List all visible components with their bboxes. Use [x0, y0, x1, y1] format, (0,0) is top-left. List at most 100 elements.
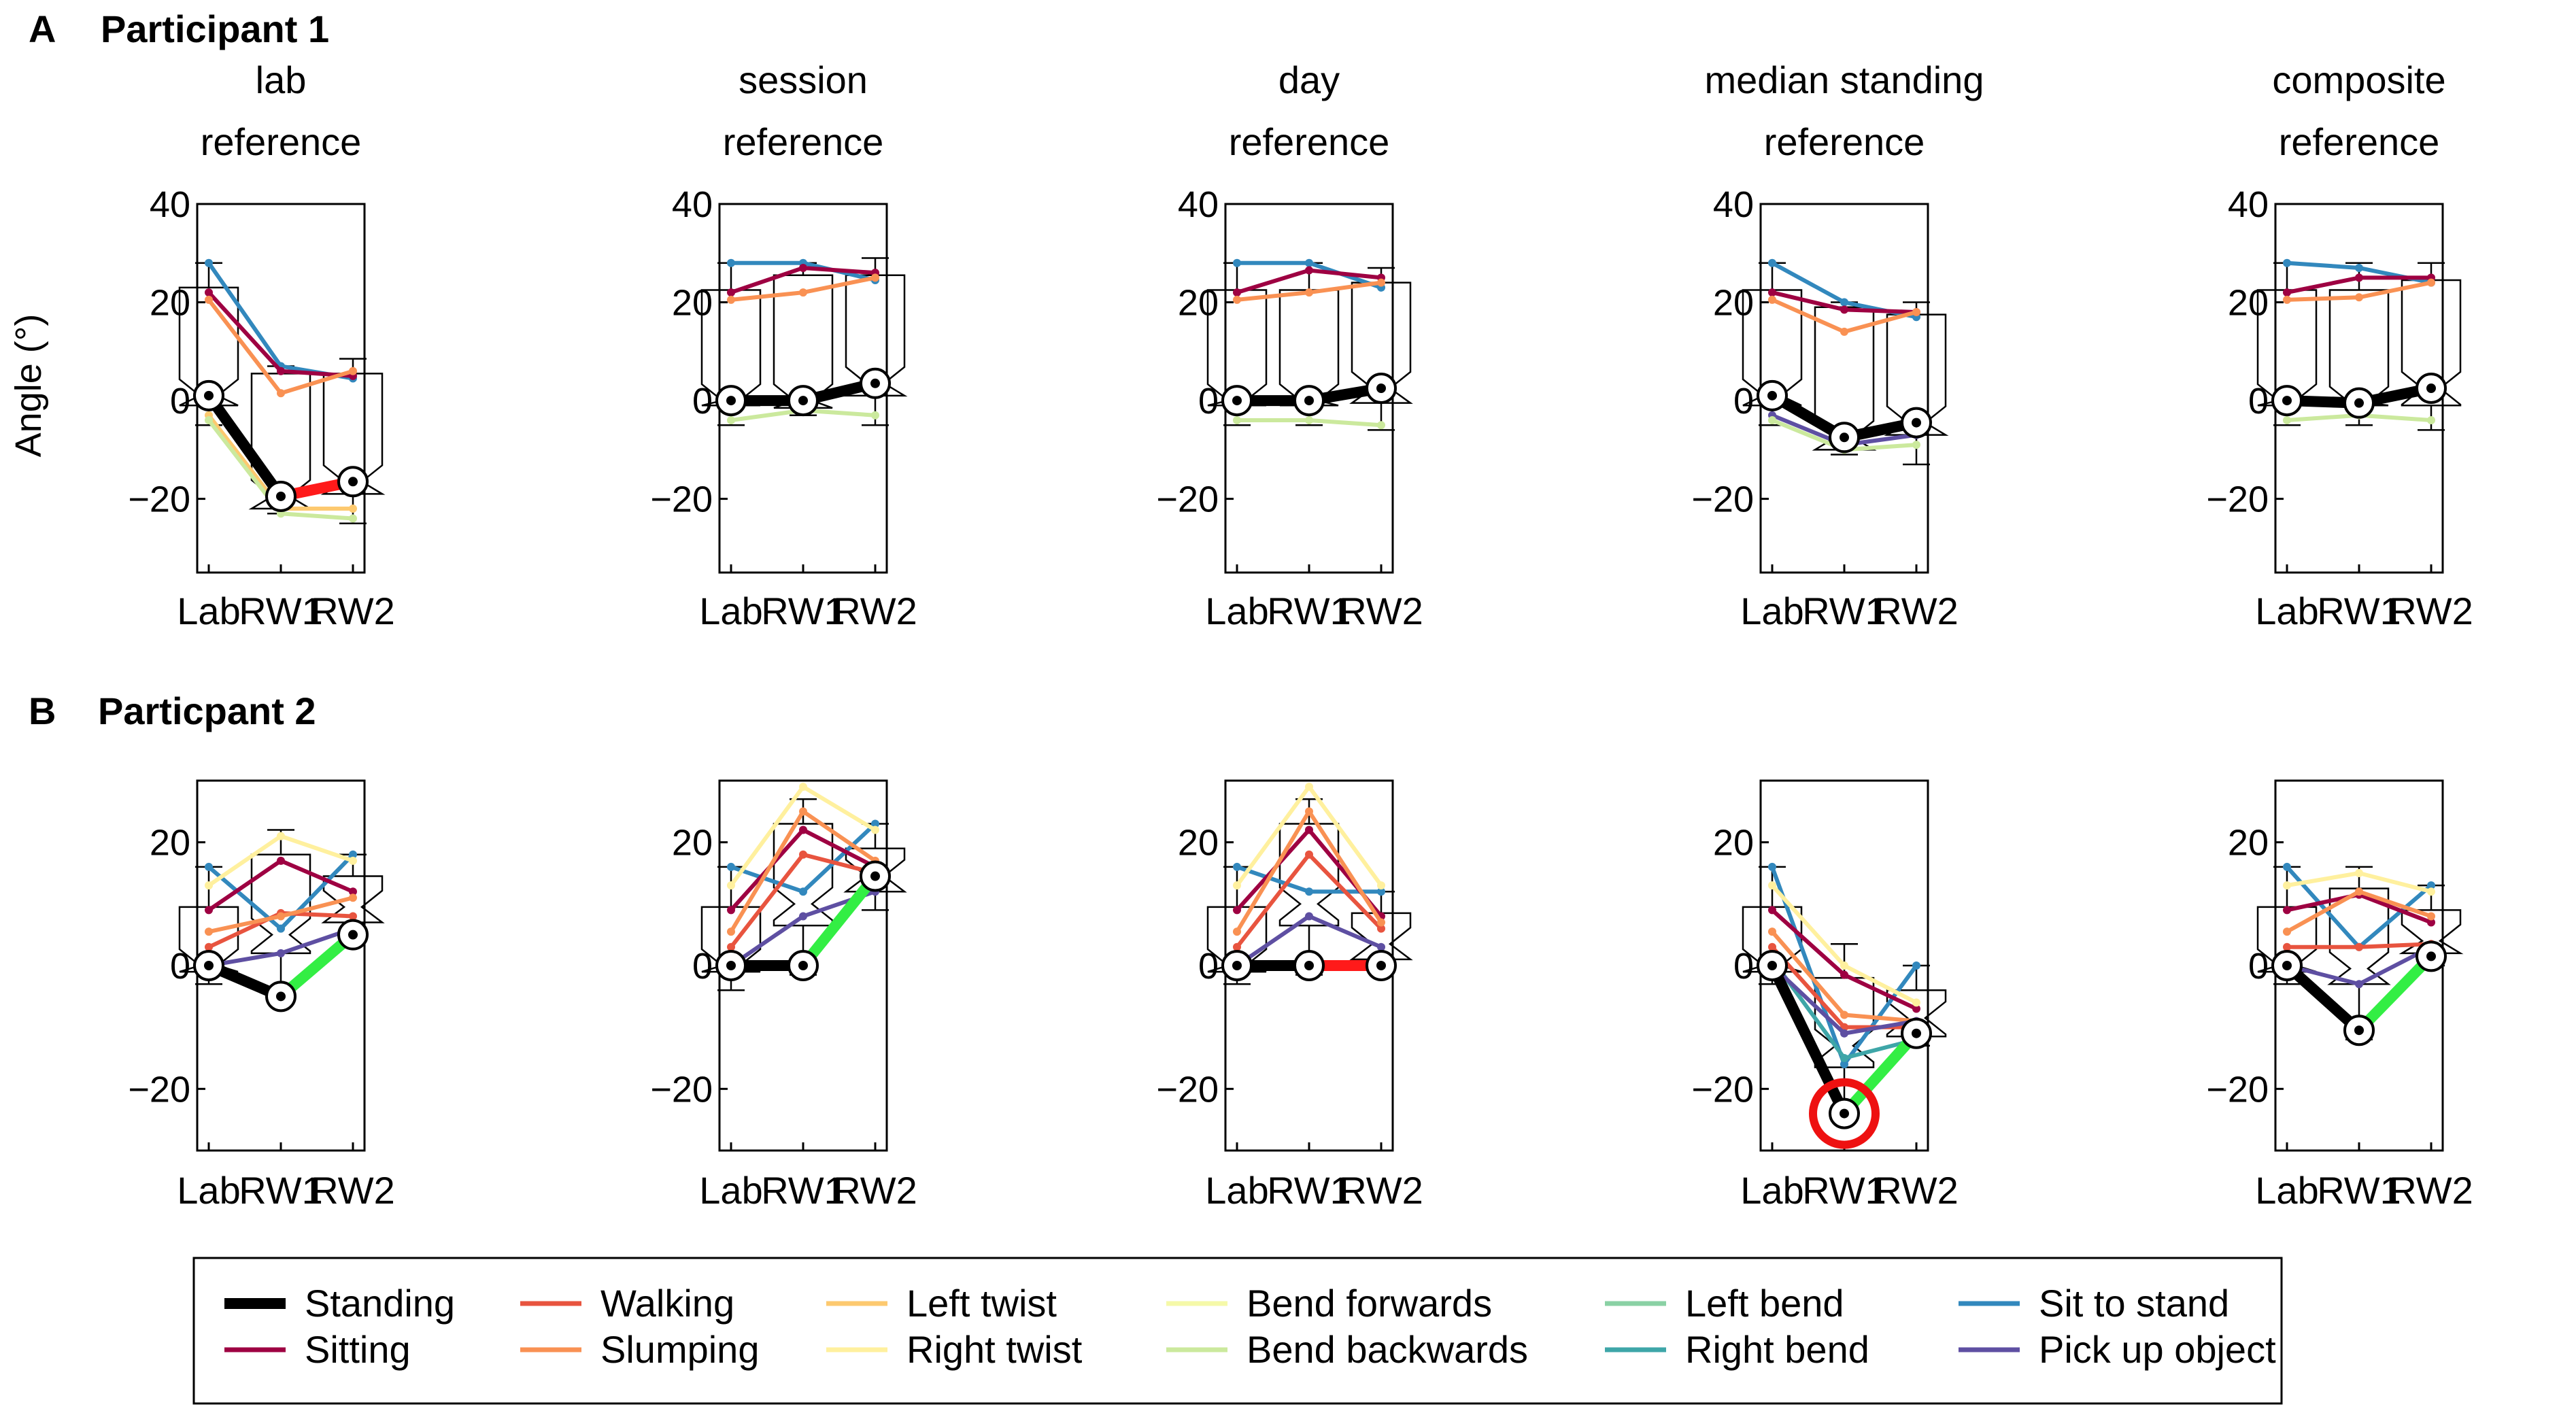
y-tick-label: 20 [150, 283, 190, 324]
median-marker-dot [1767, 961, 1777, 970]
x-tick-label: Lab [1205, 1169, 1268, 1212]
series-point [2283, 862, 2291, 871]
box-body [1742, 289, 1803, 407]
series-point [1305, 288, 1313, 297]
box-body [1884, 313, 1949, 436]
y-tick-label: 20 [1713, 283, 1754, 324]
series-point [2355, 869, 2363, 877]
median-marker-dot [2282, 961, 2292, 970]
series-point [1377, 942, 1385, 951]
column-title-line: composite [2272, 58, 2445, 101]
legend-label: Left bend [1685, 1282, 1844, 1325]
box-body [1349, 912, 1413, 961]
series-point [727, 881, 735, 890]
median-marker-dot [2426, 384, 2436, 393]
series-point [2355, 887, 2363, 896]
series-point [205, 295, 213, 304]
series-point [799, 807, 807, 816]
series-point [1305, 850, 1313, 859]
series-point [205, 258, 213, 267]
median-marker-dot [2282, 396, 2292, 406]
series-point [1768, 906, 1776, 915]
x-tick-label: Lab [2255, 590, 2318, 632]
y-tick-label: −20 [650, 1069, 713, 1110]
x-tick-label: Lab [2255, 1169, 2318, 1212]
series-point [277, 924, 285, 933]
series-point [2283, 942, 2291, 951]
series-point [799, 263, 807, 272]
series-point [1233, 295, 1241, 304]
series-point [349, 850, 357, 859]
x-tick-label: Lab [699, 590, 762, 632]
series-point [2355, 263, 2363, 272]
legend-label: Sitting [305, 1328, 411, 1371]
legend-frame [192, 1257, 2283, 1405]
series-point [799, 912, 807, 921]
median-marker-dot [1376, 384, 1386, 393]
series-point [277, 832, 285, 840]
series-point [205, 862, 213, 871]
box-body [321, 875, 385, 923]
series-point [1233, 942, 1241, 951]
series-point [2355, 980, 2363, 989]
series-point [349, 505, 357, 513]
standing-segment [275, 929, 358, 1002]
y-tick-label: 0 [692, 946, 713, 987]
series-point [1233, 258, 1241, 267]
x-tick-label: Lab [1740, 1169, 1803, 1212]
y-tick-label: 40 [150, 184, 190, 225]
y-tick-label: 0 [1198, 946, 1219, 987]
charts-layer: labreference−2002040LabRW1RW2sessionrefe… [128, 58, 2473, 1212]
legend-label: Bend forwards [1247, 1282, 1492, 1325]
column-title-line: lab [256, 58, 307, 101]
median-marker-dot [1376, 961, 1386, 970]
legend-label: Standing [305, 1282, 455, 1325]
standing-segment [1839, 1027, 1922, 1119]
legend-label: Bend backwards [1247, 1328, 1528, 1371]
series-point [727, 415, 735, 424]
series-point [205, 927, 213, 936]
legend-label: Sit to stand [2039, 1282, 2229, 1325]
standing-segment [203, 390, 286, 502]
series-point [1768, 258, 1776, 267]
x-tick-label: RW1 [2317, 590, 2401, 632]
y-tick-label: 0 [2248, 381, 2269, 422]
y-axis-label: Angle (°) [8, 314, 49, 458]
series-point [799, 850, 807, 859]
series-point [205, 881, 213, 890]
median-marker-dot [1912, 1028, 1921, 1038]
series-point [727, 906, 735, 915]
series-point [1840, 1029, 1848, 1038]
median-marker-dot [204, 390, 214, 401]
series-point [1377, 887, 1385, 896]
series-point [1840, 305, 1848, 314]
series-point [1840, 298, 1848, 307]
x-tick-label: Lab [177, 590, 240, 632]
x-tick-label: RW1 [761, 1169, 845, 1212]
y-tick-label: 20 [1178, 823, 1219, 864]
x-tick-label: RW2 [833, 1169, 917, 1212]
x-tick-label: RW2 [2389, 1169, 2473, 1212]
median-marker-dot [276, 491, 286, 501]
series-line-sit-to-stand [207, 262, 354, 381]
series-point [2427, 415, 2435, 424]
y-tick-label: 0 [1198, 381, 1219, 422]
y-tick-label: 20 [2228, 823, 2269, 864]
y-tick-label: 20 [150, 823, 190, 864]
standing-segment [2282, 960, 2365, 1036]
series-point [727, 288, 735, 297]
series-point [2283, 415, 2291, 424]
series-point [727, 258, 735, 267]
series-point [1305, 266, 1313, 275]
series-point [2283, 288, 2291, 297]
series-point [349, 893, 357, 902]
series-point [2427, 918, 2435, 927]
median-marker-dot [798, 396, 808, 406]
box-body [700, 906, 762, 973]
series-point [1840, 327, 1848, 336]
column-title-line: reference [723, 120, 884, 163]
series-point [2283, 906, 2291, 915]
